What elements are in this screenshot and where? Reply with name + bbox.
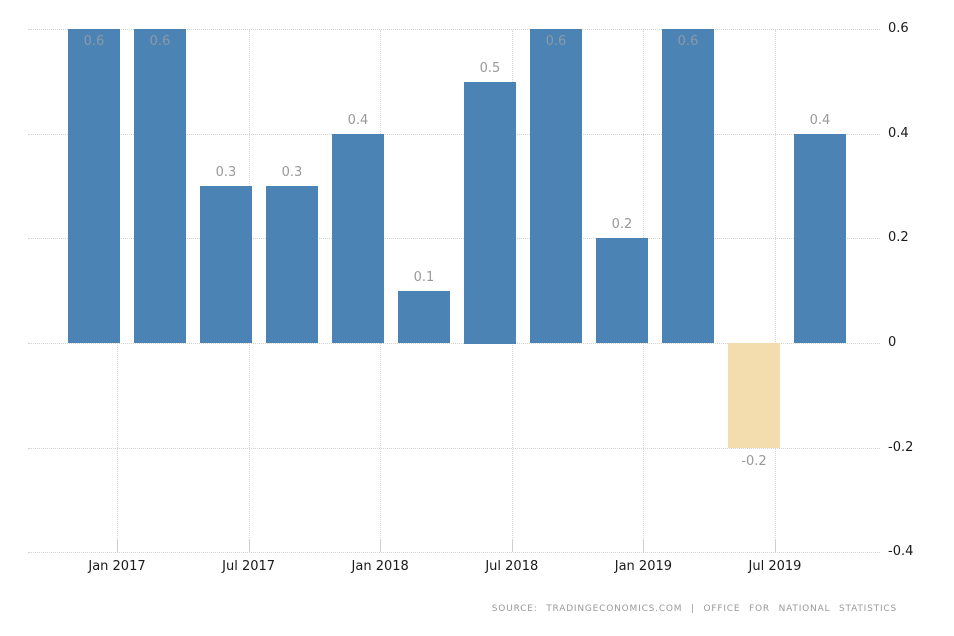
y-axis-tick-label: -0.4 bbox=[888, 544, 914, 559]
vertical-gridline bbox=[775, 30, 776, 552]
bar bbox=[266, 186, 318, 343]
source-attribution: SOURCE: TRADINGECONOMICS.COM | OFFICE FO… bbox=[491, 604, 897, 614]
bar-value-label: 0.2 bbox=[611, 217, 633, 232]
bar bbox=[398, 291, 450, 343]
x-axis-tick bbox=[117, 539, 118, 552]
horizontal-gridline bbox=[28, 29, 880, 30]
horizontal-gridline bbox=[28, 134, 880, 135]
bar-value-label: 0.6 bbox=[545, 34, 567, 49]
x-axis-tick-label: Jul 2018 bbox=[485, 559, 539, 574]
bar-value-label: 0.6 bbox=[149, 34, 171, 49]
y-axis-tick-label: 0.4 bbox=[888, 126, 909, 141]
bar-value-label: 0.3 bbox=[281, 165, 303, 180]
bar bbox=[794, 134, 846, 343]
y-axis-tick-label: 0 bbox=[888, 335, 897, 350]
bar-value-label: 0.1 bbox=[413, 270, 435, 285]
horizontal-gridline bbox=[28, 343, 880, 344]
x-axis-tick-label: Jul 2017 bbox=[222, 559, 276, 574]
bar bbox=[68, 29, 120, 343]
x-axis-tick bbox=[511, 539, 513, 552]
x-axis-tick bbox=[775, 539, 776, 552]
horizontal-gridline bbox=[28, 552, 880, 553]
bar-value-label: 0.3 bbox=[215, 165, 237, 180]
x-axis-tick-label: Jan 2017 bbox=[88, 559, 146, 574]
bar-value-label: 0.6 bbox=[677, 34, 699, 49]
y-axis-tick-label: 0.6 bbox=[888, 21, 909, 36]
bar-value-label: 0.5 bbox=[479, 61, 501, 76]
y-axis-tick-label: 0.2 bbox=[888, 230, 909, 245]
bar bbox=[662, 29, 714, 343]
horizontal-gridline bbox=[28, 448, 880, 449]
bar-value-label: -0.2 bbox=[741, 454, 767, 469]
bar bbox=[332, 134, 384, 343]
x-axis-tick bbox=[248, 539, 250, 552]
bar bbox=[200, 186, 252, 343]
bar bbox=[596, 238, 648, 343]
bar bbox=[134, 29, 186, 343]
bar bbox=[728, 343, 780, 448]
bar bbox=[530, 29, 582, 343]
bar-value-label: 0.6 bbox=[83, 34, 105, 49]
y-axis-tick-label: -0.2 bbox=[888, 440, 914, 455]
x-axis-tick bbox=[380, 539, 382, 552]
bar-value-label: 0.4 bbox=[347, 113, 369, 128]
horizontal-gridline bbox=[28, 238, 880, 239]
x-axis-tick-label: Jan 2018 bbox=[351, 559, 409, 574]
bar-value-label: 0.4 bbox=[809, 113, 831, 128]
bar bbox=[464, 82, 516, 344]
x-axis-tick-label: Jan 2019 bbox=[614, 559, 673, 574]
x-axis-tick-label: Jul 2019 bbox=[748, 559, 802, 574]
x-axis-tick bbox=[643, 539, 645, 552]
